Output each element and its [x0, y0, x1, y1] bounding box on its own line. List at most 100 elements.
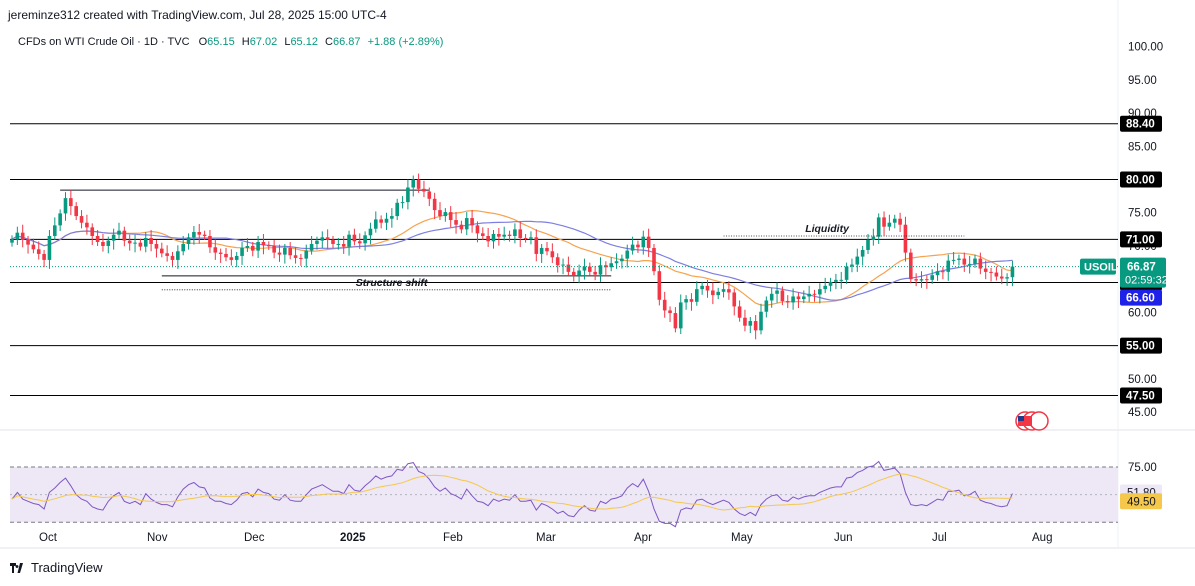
candle-body [481, 233, 485, 236]
candle-body [320, 237, 325, 241]
close-label: C [325, 36, 333, 48]
low-value: 65.12 [290, 36, 318, 48]
level-label-box [1120, 231, 1162, 248]
candle-body [732, 292, 737, 307]
candle-body [823, 285, 827, 290]
y-axis-tick-label: 95.00 [1128, 75, 1157, 87]
y-axis-tick-label: 85.00 [1128, 141, 1157, 153]
candle-body [689, 299, 694, 302]
candle-body [101, 241, 105, 246]
candle-body [807, 293, 811, 297]
candle-body [299, 257, 303, 259]
candle-body [914, 279, 918, 281]
rsi-upper-label: 75.00 [1128, 462, 1157, 474]
candle-body [336, 243, 341, 245]
y-axis-tick-label: 100.00 [1128, 42, 1163, 54]
candle-body [368, 228, 373, 236]
symbol-tag: USOIL [1084, 262, 1118, 274]
y-axis-tick-label: 45.00 [1128, 407, 1157, 419]
candle-body [978, 258, 983, 269]
candle-body [951, 259, 956, 261]
candle-body [828, 281, 833, 286]
candle-body [620, 258, 624, 262]
candle-body [636, 244, 640, 248]
countdown-label: 02:59:32 [1125, 275, 1168, 287]
candle-body [245, 245, 250, 248]
candle-body [454, 220, 458, 225]
candle-body [160, 248, 164, 254]
candle-body [962, 258, 967, 265]
candle-body [855, 256, 860, 265]
candle-body [26, 239, 30, 245]
candle-body [850, 264, 854, 267]
candle-body [539, 247, 544, 254]
rsi-ma-line [11, 473, 1013, 511]
price-change: +1.88 (+2.89%) [367, 36, 444, 48]
us-flag-events-icon [1015, 411, 1049, 431]
candle-body [127, 240, 132, 244]
rsi-band [10, 467, 1118, 523]
y-axis-tick-label: 75.00 [1128, 208, 1157, 220]
rsi-ma-label: 49.50 [1127, 496, 1156, 508]
candle-body [143, 237, 148, 247]
annotation-label: Structure shift [356, 277, 428, 289]
candle-body [79, 216, 84, 223]
candle-body [133, 242, 137, 244]
candle-body [844, 266, 849, 280]
y-axis-tick-label: 50.00 [1128, 374, 1157, 386]
candle-body [716, 291, 720, 296]
candle-body [497, 234, 501, 237]
x-axis-tick-label: Nov [147, 532, 168, 544]
candle-body [218, 252, 223, 254]
candle-body [58, 213, 62, 226]
candle-body [967, 263, 972, 265]
candle-body [652, 247, 656, 272]
candle-body [711, 290, 715, 296]
high-label: H [241, 36, 250, 48]
candle-body [288, 247, 292, 256]
candle-body [250, 245, 255, 251]
candle-body [673, 313, 678, 329]
candle-body [85, 222, 89, 228]
high-value: 67.02 [249, 36, 278, 48]
x-axis-tick-label: Oct [39, 532, 58, 544]
last-price-box [1120, 257, 1166, 288]
candle-body [598, 265, 603, 275]
x-axis-tick-label: Feb [443, 532, 463, 544]
level-label: 80.00 [1126, 175, 1155, 187]
open-value: 65.15 [207, 36, 235, 48]
candle-body [1005, 277, 1009, 279]
candle-body [240, 247, 244, 256]
candle-body [400, 202, 405, 204]
candle-body [657, 271, 662, 300]
candle-body [630, 244, 635, 251]
tradingview-logo-icon [10, 562, 23, 573]
candle-body [117, 230, 121, 235]
candle-body [898, 218, 902, 225]
candle-body [529, 237, 533, 239]
x-axis-tick-label: Dec [244, 532, 265, 544]
candle-body [448, 212, 453, 221]
candle-body [95, 236, 100, 242]
candle-body [74, 206, 78, 217]
candle-body [946, 260, 951, 272]
symbol-tag-box [1080, 258, 1116, 275]
candle-body [705, 285, 710, 291]
candle-body [42, 253, 46, 260]
y-axis-tick-label: 60.00 [1128, 307, 1157, 319]
candle-body [935, 271, 940, 276]
candle-body [341, 243, 346, 247]
candle-body [36, 249, 41, 254]
level-label: 47.50 [1126, 390, 1155, 402]
candle-body [464, 218, 469, 230]
candle-body [561, 264, 565, 266]
candle-body [983, 268, 988, 272]
candle-body [646, 236, 651, 248]
candle-body [283, 247, 287, 255]
candle-body [668, 310, 672, 314]
candle-body [197, 232, 202, 235]
x-axis-tick-label: 2025 [340, 532, 366, 544]
candle-body [662, 299, 667, 311]
event-marker [1029, 411, 1049, 431]
